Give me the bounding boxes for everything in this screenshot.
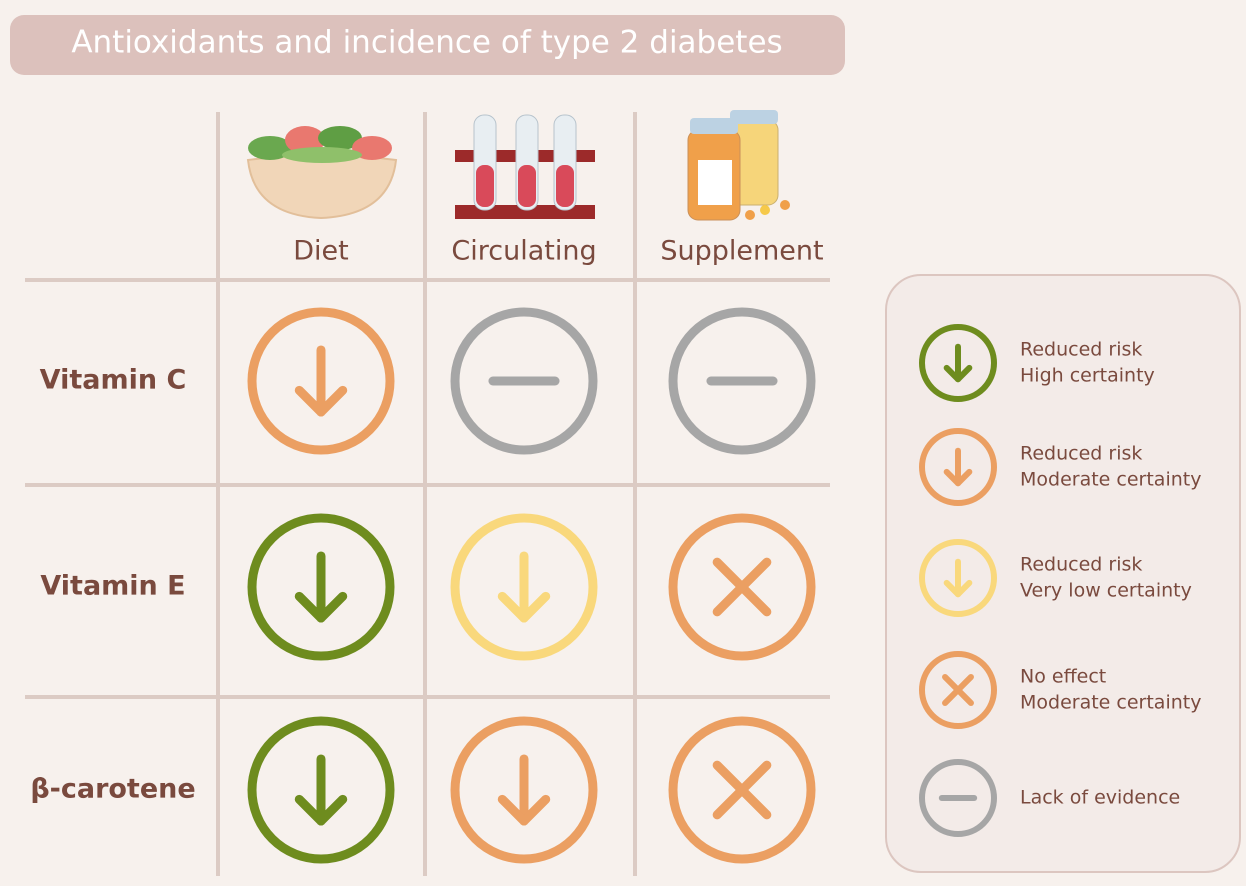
symbol-ring	[919, 539, 997, 617]
symbol-ring	[450, 716, 598, 864]
column-header: Circulating	[451, 236, 596, 267]
arrow-head	[497, 591, 551, 623]
title-pill	[10, 15, 845, 75]
symbol-ring	[919, 324, 997, 402]
arrow-head	[294, 385, 348, 417]
cross-stroke	[712, 557, 772, 617]
legend-text: Moderate certainty	[1020, 692, 1201, 714]
title: Antioxidants and incidence of type 2 dia…	[71, 25, 782, 61]
arrow-head	[497, 794, 551, 826]
symbol-ring	[668, 716, 816, 864]
legend-text: Reduced risk	[1020, 443, 1142, 465]
symbol-down	[919, 428, 997, 506]
symbol-down	[919, 324, 997, 402]
symbol-down	[450, 716, 598, 864]
test-tubes-icon	[455, 114, 595, 219]
legend-text: Very low certainty	[1020, 580, 1192, 602]
column-header: Supplement	[660, 236, 823, 267]
symbol-minus	[450, 307, 598, 455]
arrow-head	[294, 794, 348, 826]
symbol-minus	[668, 307, 816, 455]
symbol-ring	[247, 716, 395, 864]
symbol-down	[450, 513, 598, 661]
symbol-down	[247, 513, 395, 661]
legend-text: No effect	[1020, 666, 1106, 688]
supplement-bottles-icon	[687, 110, 790, 221]
symbol-down	[919, 539, 997, 617]
symbol-down	[247, 716, 395, 864]
cross-stroke	[712, 760, 772, 820]
legend-text: Lack of evidence	[1020, 787, 1180, 809]
row-label: Vitamin E	[40, 571, 185, 602]
arrow-head	[943, 579, 973, 598]
cross-stroke	[942, 674, 974, 706]
symbol-ring	[919, 759, 997, 837]
arrow-head	[943, 468, 973, 487]
legend-text: Moderate certainty	[1020, 469, 1201, 491]
symbol-down	[247, 307, 395, 455]
arrow-head	[943, 364, 973, 383]
symbol-ring	[450, 513, 598, 661]
legend-text: High certainty	[1020, 365, 1155, 387]
arrow-head	[294, 591, 348, 623]
row-label: β-carotene	[30, 774, 195, 805]
symbol-minus	[919, 759, 997, 837]
symbol-ring	[919, 428, 997, 506]
symbol-ring	[247, 513, 395, 661]
symbol-ring	[668, 513, 816, 661]
symbol-ring	[668, 307, 816, 455]
symbol-cross	[919, 651, 997, 729]
grid	[25, 112, 830, 876]
symbol-ring	[247, 307, 395, 455]
symbol-ring	[450, 307, 598, 455]
legend-text: Reduced risk	[1020, 339, 1142, 361]
symbol-ring	[919, 651, 997, 729]
column-header: Diet	[293, 236, 349, 267]
symbol-cross	[668, 716, 816, 864]
salad-icon	[246, 126, 398, 220]
symbol-cross	[668, 513, 816, 661]
legend-text: Reduced risk	[1020, 554, 1142, 576]
row-label: Vitamin C	[40, 365, 187, 396]
